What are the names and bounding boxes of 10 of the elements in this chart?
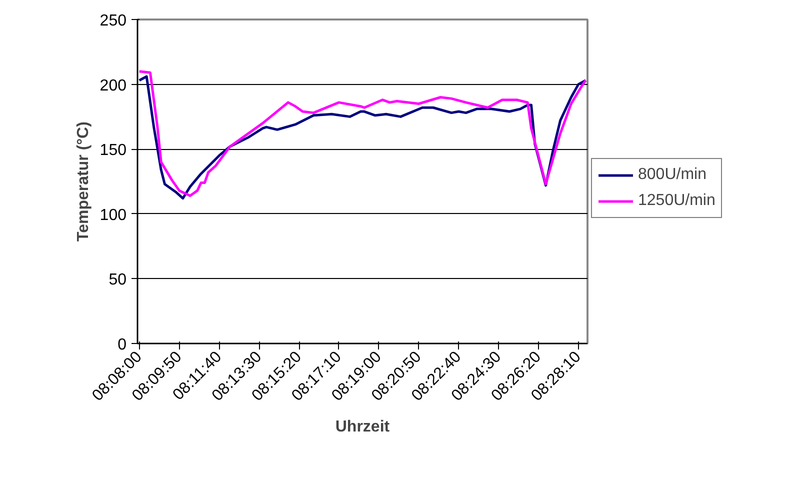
y-tick-label: 200 [100, 77, 127, 94]
y-tick-label: 250 [100, 12, 127, 30]
y-axis-title: Temperatur (°C) [74, 122, 92, 242]
y-tick-label: 100 [100, 206, 127, 224]
y-tick-label: 150 [100, 142, 127, 160]
legend-label: 1250U/min [638, 192, 716, 210]
x-axis-title: Uhrzeit [335, 418, 390, 436]
y-tick-label: 50 [108, 272, 127, 289]
legend-label: 800U/min [638, 166, 706, 184]
y-tick-label: 0 [118, 336, 127, 354]
